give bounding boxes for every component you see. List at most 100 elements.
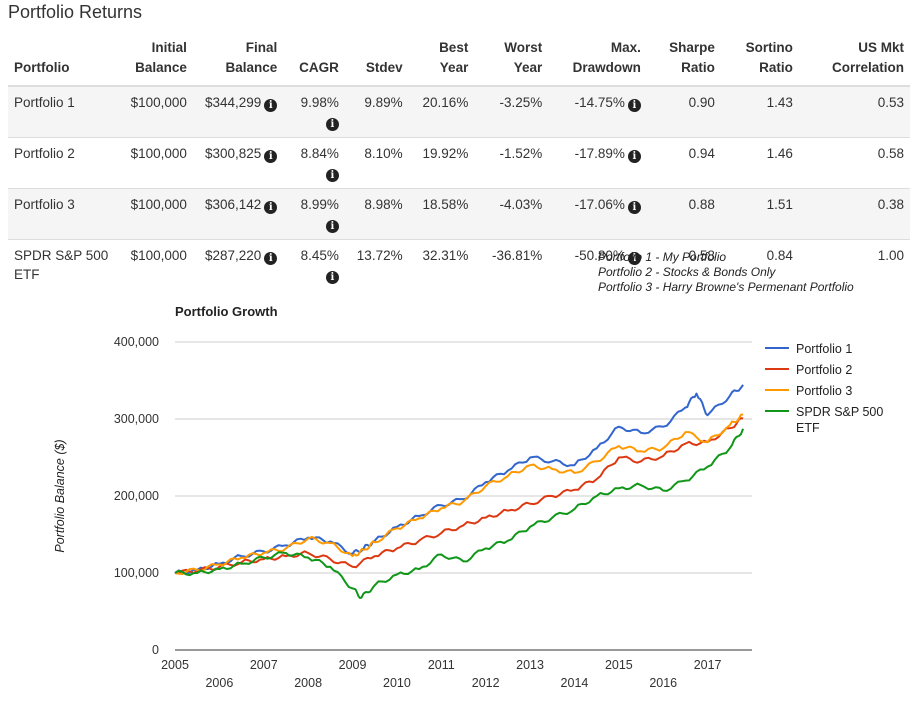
portfolio-growth-chart: Portfolio Growth 0 100,000 200,000 300,000 40… [0,295,919,703]
cell-worst-year: -36.81% [474,239,549,290]
column-header-line2: Year [439,60,469,75]
legend-label[interactable]: SPDR S&P 500 [796,405,883,419]
cell-worst-year: -3.25% [474,85,549,138]
column-header-line2: Ratio [681,60,715,75]
column-header-line2: Balance [135,60,187,75]
cell-value: $287,220 [204,248,262,263]
cell-value: -17.89% [574,146,625,161]
cell-us-mkt-correlation: 1.00 [798,239,910,290]
cell-portfolio: Portfolio 1 [8,85,115,138]
cell-best-year: 19.92% [408,137,475,189]
column-header-line1: Sharpe [669,40,715,55]
cell-sharpe-ratio: 0.58 [646,239,721,290]
cell-stdev: 8.98% [344,188,409,240]
cell-max-drawdown: -17.06% i [548,188,647,240]
column-header-line1: Best [439,40,469,55]
info-circle-icon[interactable]: i [627,99,641,112]
cell-final-balance: $344,299 i [192,85,284,138]
y-tick-label: 100,000 [114,566,159,580]
info-circle-icon[interactable]: i [264,252,278,265]
note-portfolio-1: Portfolio 1 - My Portfolio [598,250,727,264]
cell-cagr: 9.98% i [283,85,345,138]
column-header-line2: Balance [225,60,278,75]
series-line-4 [174,428,745,599]
cell-worst-year: -1.52% [474,137,549,189]
cell-value: 1.46 [766,146,793,161]
table-row: SPDR S&P 500 ETF $100,000 $287,220 i 8.45%i 1… [8,239,910,290]
cell-value: -50.80% [574,248,625,263]
cell-value: $100,000 [130,95,187,110]
x-tick-label: 2014 [561,676,589,690]
cell-stdev: 9.89% [344,85,409,138]
chart-title: Portfolio Growth [175,304,278,319]
cell-initial-balance: $100,000 [114,239,193,290]
y-tick-label: 400,000 [114,335,159,349]
note-portfolio-3: Portfolio 3 - Harry Browne's Permenant P… [598,280,854,294]
info-circle-icon[interactable]: i [325,118,339,131]
column-header-initial-balance: Initial Balance [114,34,193,87]
cell-stdev: 8.10% [344,137,409,189]
table-row: Portfolio 2 $100,000 $300,825 i 8.84%i 8.10% 1… [8,137,910,189]
cell-best-year: 32.31% [408,239,475,290]
cell-value: -1.52% [499,146,543,161]
cell-stdev: 13.72% [344,239,409,290]
column-header-line1 [351,38,403,58]
cell-value: 19.92% [422,146,469,161]
column-header-line1: Final [245,40,278,55]
y-tick-label: 300,000 [114,412,159,426]
y-axis-label: Portfolio Balance ($) [53,439,67,552]
column-header-line2: Stdev [365,60,403,75]
cell-value: 20.16% [422,95,469,110]
legend-label[interactable]: Portfolio 2 [796,363,852,377]
cell-sharpe-ratio: 0.90 [646,85,721,138]
column-header-line2: Drawdown [572,60,641,75]
info-circle-icon[interactable]: i [264,201,278,214]
column-header-line1 [289,38,339,58]
info-circle-icon[interactable]: i [627,252,641,265]
column-header-worst-year: Worst Year [474,34,549,87]
legend-label[interactable]: Portfolio 3 [796,384,852,398]
cell-value: 0.53 [877,95,904,110]
column-header-line1: Max. [610,40,641,55]
column-header-line1: Worst [504,40,543,55]
info-circle-icon[interactable]: i [325,271,339,284]
cell-portfolio: Portfolio 3 [8,188,115,240]
cell-value: Portfolio 1 [14,95,75,110]
info-circle-icon[interactable]: i [627,150,641,163]
cell-initial-balance: $100,000 [114,85,193,138]
cell-value: 0.94 [688,146,715,161]
cell-value: $306,142 [204,197,262,212]
cell-us-mkt-correlation: 0.53 [798,85,910,138]
info-circle-icon[interactable]: i [325,220,339,233]
cell-value: 9.98% [300,95,339,110]
cell-sortino-ratio: 1.46 [720,137,799,189]
cell-best-year: 18.58% [408,188,475,240]
column-header-line2: Ratio [759,60,793,75]
table-row: Portfolio 1 $100,000 $344,299 i 9.98% i 9.89% 2… [8,85,910,138]
cell-value: -36.81% [491,248,543,263]
x-tick-label: 2010 [383,676,411,690]
cell-portfolio: Portfolio 2 [8,137,115,189]
cell-value: 8.10% [364,146,403,161]
cell-value: 0.58 [877,146,904,161]
legend-label[interactable]: Portfolio 1 [796,342,852,356]
portfolio-growth-chart-svg: Portfolio Growth 0 100,000 200,000 300,000 40… [53,304,883,690]
cell-value: 8.84% [300,146,339,161]
portfolio-returns-table: Portfolio Initial Balance Final Balance CAGR… [8,34,910,290]
x-tick-label: 2011 [428,658,455,672]
x-tick-label: 2016 [649,676,677,690]
cell-cagr: 8.84% i [283,137,345,189]
cell-value: 1.00 [877,248,904,263]
info-circle-icon[interactable]: i [627,201,641,214]
cell-cagr: 8.45% i [283,239,345,290]
x-tick-label: 2006 [205,676,233,690]
cell-value: 0.38 [877,197,904,212]
cell-value: 9.89% [364,95,403,110]
cell-value: -14.75% [574,95,625,110]
cell-max-drawdown: -14.75% i [548,85,647,138]
info-circle-icon[interactable]: i [325,169,339,182]
info-circle-icon[interactable]: i [264,99,278,112]
series-line-3 [174,413,744,576]
info-circle-icon[interactable]: i [264,150,278,163]
x-tick-label: 2015 [605,658,633,672]
